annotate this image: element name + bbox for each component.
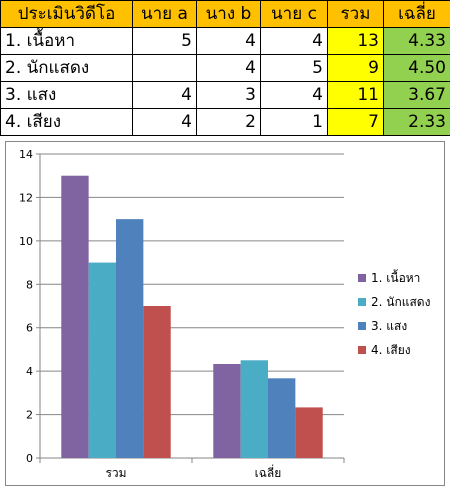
- spreadsheet-table: ประเมินวิดีโอ นาย a นาง b นาย c รวม เฉลี…: [0, 0, 450, 136]
- x-tick-label: เฉลี่ย: [255, 464, 282, 480]
- header-cell-topic[interactable]: ประเมินวิดีโอ: [1, 1, 133, 28]
- average-cell[interactable]: 3.67: [384, 82, 450, 109]
- bar: [89, 263, 116, 458]
- bar: [241, 360, 268, 458]
- header-cell-sum[interactable]: รวม: [328, 1, 384, 28]
- y-tick-label: 12: [19, 191, 33, 204]
- row-label-cell[interactable]: 3. แสง: [1, 82, 133, 109]
- table-row: 2. นักแสดง 4 5 9 4.50: [1, 55, 450, 82]
- y-tick-label: 6: [26, 322, 33, 335]
- legend-swatch: [358, 298, 366, 306]
- header-cell-c[interactable]: นาย c: [261, 1, 328, 28]
- score-a-cell[interactable]: 4: [133, 82, 197, 109]
- y-tick-label: 2: [26, 409, 33, 422]
- legend-swatch: [358, 274, 366, 282]
- score-b-cell[interactable]: 3: [197, 82, 261, 109]
- average-cell[interactable]: 2.33: [384, 109, 450, 136]
- score-a-cell[interactable]: 4: [133, 109, 197, 136]
- header-cell-avg[interactable]: เฉลี่ย: [384, 1, 450, 28]
- bar: [295, 407, 322, 458]
- sum-cell[interactable]: 9: [328, 55, 384, 82]
- score-a-cell[interactable]: [133, 55, 197, 82]
- sum-cell[interactable]: 13: [328, 28, 384, 55]
- bar: [61, 176, 88, 458]
- row-label-cell[interactable]: 2. นักแสดง: [1, 55, 133, 82]
- legend-label: 2. นักแสดง: [371, 295, 430, 309]
- legend-label: 3. แสง: [371, 319, 407, 333]
- legend-label: 4. เสียง: [371, 343, 411, 357]
- score-b-cell[interactable]: 2: [197, 109, 261, 136]
- sum-cell[interactable]: 11: [328, 82, 384, 109]
- average-cell[interactable]: 4.33: [384, 28, 450, 55]
- header-row: ประเมินวิดีโอ นาย a นาง b นาย c รวม เฉลี…: [1, 1, 450, 28]
- legend-swatch: [358, 346, 366, 354]
- score-a-cell[interactable]: 5: [133, 28, 197, 55]
- score-c-cell[interactable]: 4: [261, 28, 328, 55]
- average-cell[interactable]: 4.50: [384, 55, 450, 82]
- y-tick-label: 8: [26, 278, 33, 291]
- y-tick-label: 0: [26, 452, 33, 465]
- row-label-cell[interactable]: 4. เสียง: [1, 109, 133, 136]
- y-tick-label: 10: [19, 235, 33, 248]
- table-row: 1. เนื้อหา 5 4 4 13 4.33: [1, 28, 450, 55]
- table-row: 3. แสง 4 3 4 11 3.67: [1, 82, 450, 109]
- y-tick-label: 4: [26, 365, 33, 378]
- y-tick-label: 14: [19, 148, 33, 161]
- bar: [116, 219, 143, 458]
- sum-cell[interactable]: 7: [328, 109, 384, 136]
- header-cell-b[interactable]: นาง b: [197, 1, 261, 28]
- bar: [268, 378, 295, 458]
- chart-area[interactable]: 0 2 4 6 8 10 12 14 รวม เฉลี่ย 1. เนื้อหา 2. นักแสดง…: [5, 141, 445, 486]
- table-row: 4. เสียง 4 2 1 7 2.33: [1, 109, 450, 136]
- bar-chart: 0 2 4 6 8 10 12 14 รวม เฉลี่ย 1. เนื้อหา 2. นักแสดง…: [6, 142, 444, 485]
- row-label-cell[interactable]: 1. เนื้อหา: [1, 28, 133, 55]
- legend-label: 1. เนื้อหา: [371, 269, 420, 285]
- bar: [213, 364, 240, 458]
- header-cell-a[interactable]: นาย a: [133, 1, 197, 28]
- x-tick-label: รวม: [105, 466, 126, 480]
- score-c-cell[interactable]: 4: [261, 82, 328, 109]
- bar: [143, 306, 170, 458]
- score-c-cell[interactable]: 5: [261, 55, 328, 82]
- score-c-cell[interactable]: 1: [261, 109, 328, 136]
- score-b-cell[interactable]: 4: [197, 28, 261, 55]
- legend-swatch: [358, 322, 366, 330]
- score-b-cell[interactable]: 4: [197, 55, 261, 82]
